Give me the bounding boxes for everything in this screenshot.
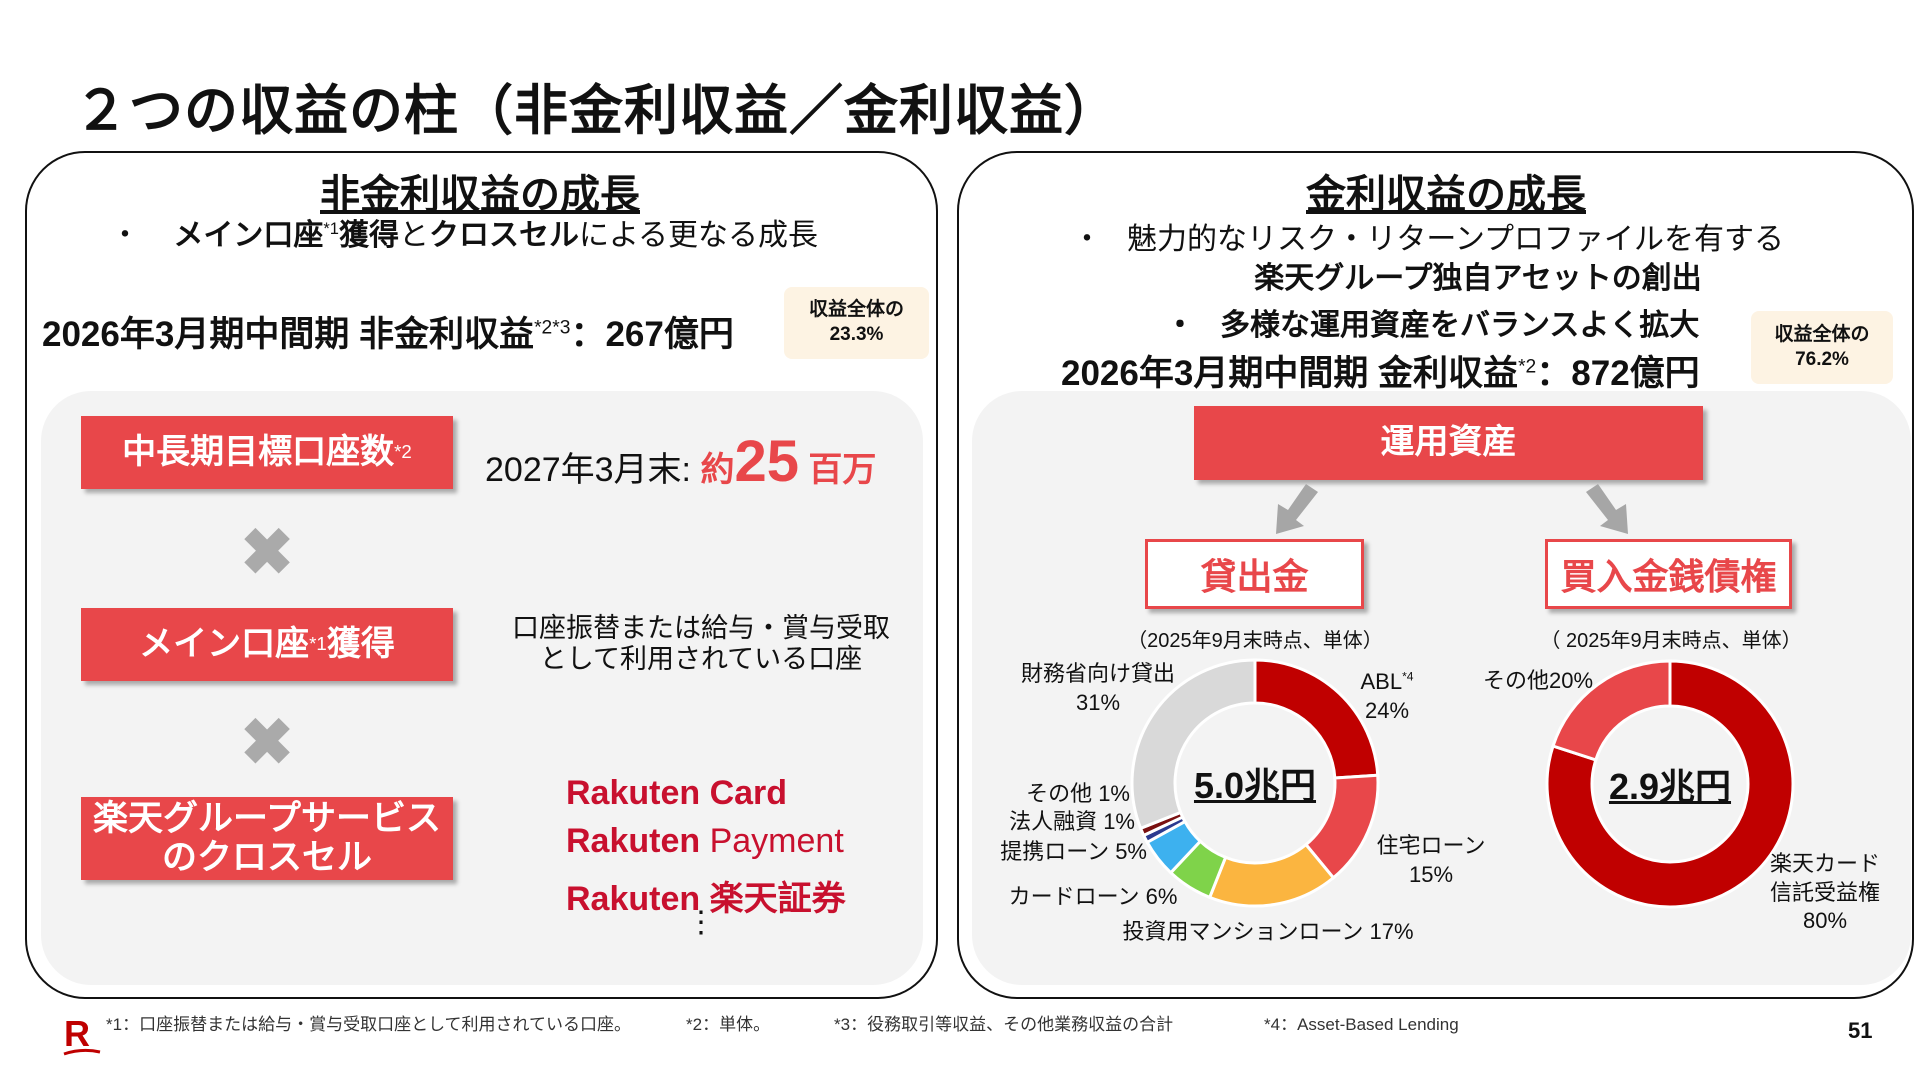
label-mof: 財務省向け貸出 31%	[1020, 661, 1176, 715]
revenue-value: ：872億円	[1536, 354, 1700, 393]
text: 25	[734, 429, 799, 494]
left-bullet: ・ メイン口座*1獲得とクロスセルによる更なる成長	[110, 210, 818, 254]
multiply-icon: ✖	[240, 706, 294, 778]
bullet-dot: ・	[1165, 309, 1195, 342]
text: 約	[700, 451, 735, 489]
label-partner: 提携ローン 5%	[1000, 839, 1147, 864]
loans-total: 5.0兆円	[1193, 765, 1317, 806]
text: メイン口座	[173, 219, 324, 252]
arrow-down-left-icon	[1276, 484, 1318, 534]
sup: *2*3	[534, 317, 571, 339]
donut-slice-投資用マンションローン	[1207, 842, 1336, 908]
text: 口座振替または給与・賞与受取	[512, 613, 890, 643]
main-account-desc: 口座振替または給与・賞与受取 として利用されている口座	[512, 613, 890, 675]
label-housing: 住宅ローン 15%	[1376, 833, 1486, 887]
right-bullet-1b: 楽天グループ独自アセットの創出	[1254, 262, 1702, 295]
receivables-box: 買入金銭債権	[1545, 539, 1792, 609]
target-accounts-box: 中長期目標口座数 *2	[81, 416, 453, 489]
label-card-trust: 楽天カード 信託受益権 80%	[1770, 851, 1881, 934]
donut-slice-その他	[1551, 659, 1672, 762]
sup: *1	[323, 220, 339, 238]
text: による更なる成長	[578, 219, 819, 252]
text: として利用されている口座	[539, 644, 863, 675]
left-revenue: 2026年3月期中間期 非金利収益*2*3：267億円	[42, 306, 734, 357]
multiply-icon: ✖	[240, 516, 294, 588]
text: 百万	[798, 451, 877, 489]
svg-text:R: R	[64, 1013, 90, 1054]
bullet-dot: ・	[1072, 223, 1102, 256]
text: クロスセル	[428, 219, 579, 252]
cross-sell-box: 楽天グループサービス のクロスセル	[81, 797, 453, 880]
text: と	[398, 219, 429, 252]
assets-box: 運用資産	[1194, 406, 1703, 480]
text: 獲得	[326, 624, 395, 663]
arrow-down-right-icon	[1586, 484, 1628, 534]
badge-value: 76.2%	[1795, 348, 1849, 370]
receivables-caption: （ 2025年9月末時点、単体）	[1540, 630, 1802, 652]
right-heading: 金利収益の成長	[1306, 173, 1586, 217]
text: 中長期目標口座数	[122, 432, 395, 471]
rakuten-logo: R	[63, 1013, 101, 1056]
sup: *2	[1518, 356, 1537, 378]
right-share-badge: 収益全体の 76.2%	[1751, 311, 1893, 384]
target-value: 2027年3月末: 約25 百万	[485, 428, 876, 495]
badge-value: 23.3%	[829, 324, 884, 345]
footnote-4: *4：Asset-Based Lending	[1264, 1015, 1459, 1034]
text: メイン口座	[139, 624, 310, 663]
text: のクロスセル	[161, 837, 372, 877]
sup: *2	[394, 441, 412, 463]
text: 楽天グループサービス	[93, 799, 441, 838]
loans-caption: （2025年9月末時点、単体）	[1127, 630, 1383, 652]
page-title: ２つの収益の柱（非金利収益／金利収益）	[74, 81, 1119, 141]
right-bullet-2: ・ 多様な運用資産をバランスよく拡大	[1165, 300, 1699, 344]
label-other-20: その他20%	[1482, 668, 1594, 693]
text: 2027年3月末:	[485, 451, 701, 489]
footnote-3: *3：役務取引等収益、その他業務収益の合計	[834, 1015, 1174, 1034]
rakuten-payment-logo: Rakuten Payment	[566, 822, 844, 860]
label-other: その他 1%	[1026, 781, 1130, 806]
footnote-1: *1：口座振替または給与・賞与受取口座として利用されている口座。	[106, 1015, 632, 1034]
badge-label: 収益全体の	[808, 299, 904, 321]
label-abl: ABL*4 24%	[1360, 669, 1414, 723]
text: 多様な運用資産をバランスよく拡大	[1220, 309, 1700, 342]
donut-slice-楽天カード信託受益権	[1545, 659, 1795, 909]
revenue-label: 2026年3月期中間期 金利収益	[1061, 354, 1519, 393]
label-card-loan: カードローン 6%	[1008, 884, 1178, 909]
donut-slice-財務省向け貸出	[1130, 658, 1257, 831]
loans-box: 貸出金	[1145, 539, 1364, 609]
revenue-label: 2026年3月期中間期 非金利収益	[42, 315, 535, 354]
label-corp: 法人融資 1%	[1009, 809, 1135, 834]
left-share-badge: 収益全体の 23.3%	[784, 287, 929, 359]
non-interest-inner	[41, 391, 923, 985]
sup: *1	[309, 633, 327, 655]
bullet-dot: ・	[110, 219, 140, 252]
text: 獲得	[338, 219, 399, 252]
text: 魅力的なリスク・リターンプロファイルを有する	[1127, 223, 1785, 256]
rakuten-card-logo: Rakuten Card	[566, 774, 788, 812]
main-account-box: メイン口座 *1 獲得	[81, 608, 453, 681]
right-bullet-1: ・ 魅力的なリスク・リターンプロファイルを有する	[1072, 214, 1784, 258]
right-revenue: 2026年3月期中間期 金利収益*2：872億円	[1061, 345, 1700, 396]
label-invest: 投資用マンションローン 17%	[1122, 919, 1414, 944]
page-number: 51	[1848, 1018, 1873, 1043]
revenue-value: ：267億円	[570, 315, 734, 354]
ellipsis: ⋮	[686, 906, 716, 939]
left-heading: 非金利収益の成長	[320, 173, 640, 217]
footnote-2: *2：単体。	[686, 1015, 771, 1034]
rakuten-securities-logo: Rakuten 楽天証券	[566, 880, 846, 918]
receivables-total: 2.9兆円	[1608, 766, 1732, 807]
interest-inner	[972, 391, 1911, 985]
badge-label: 収益全体の	[1774, 323, 1870, 345]
